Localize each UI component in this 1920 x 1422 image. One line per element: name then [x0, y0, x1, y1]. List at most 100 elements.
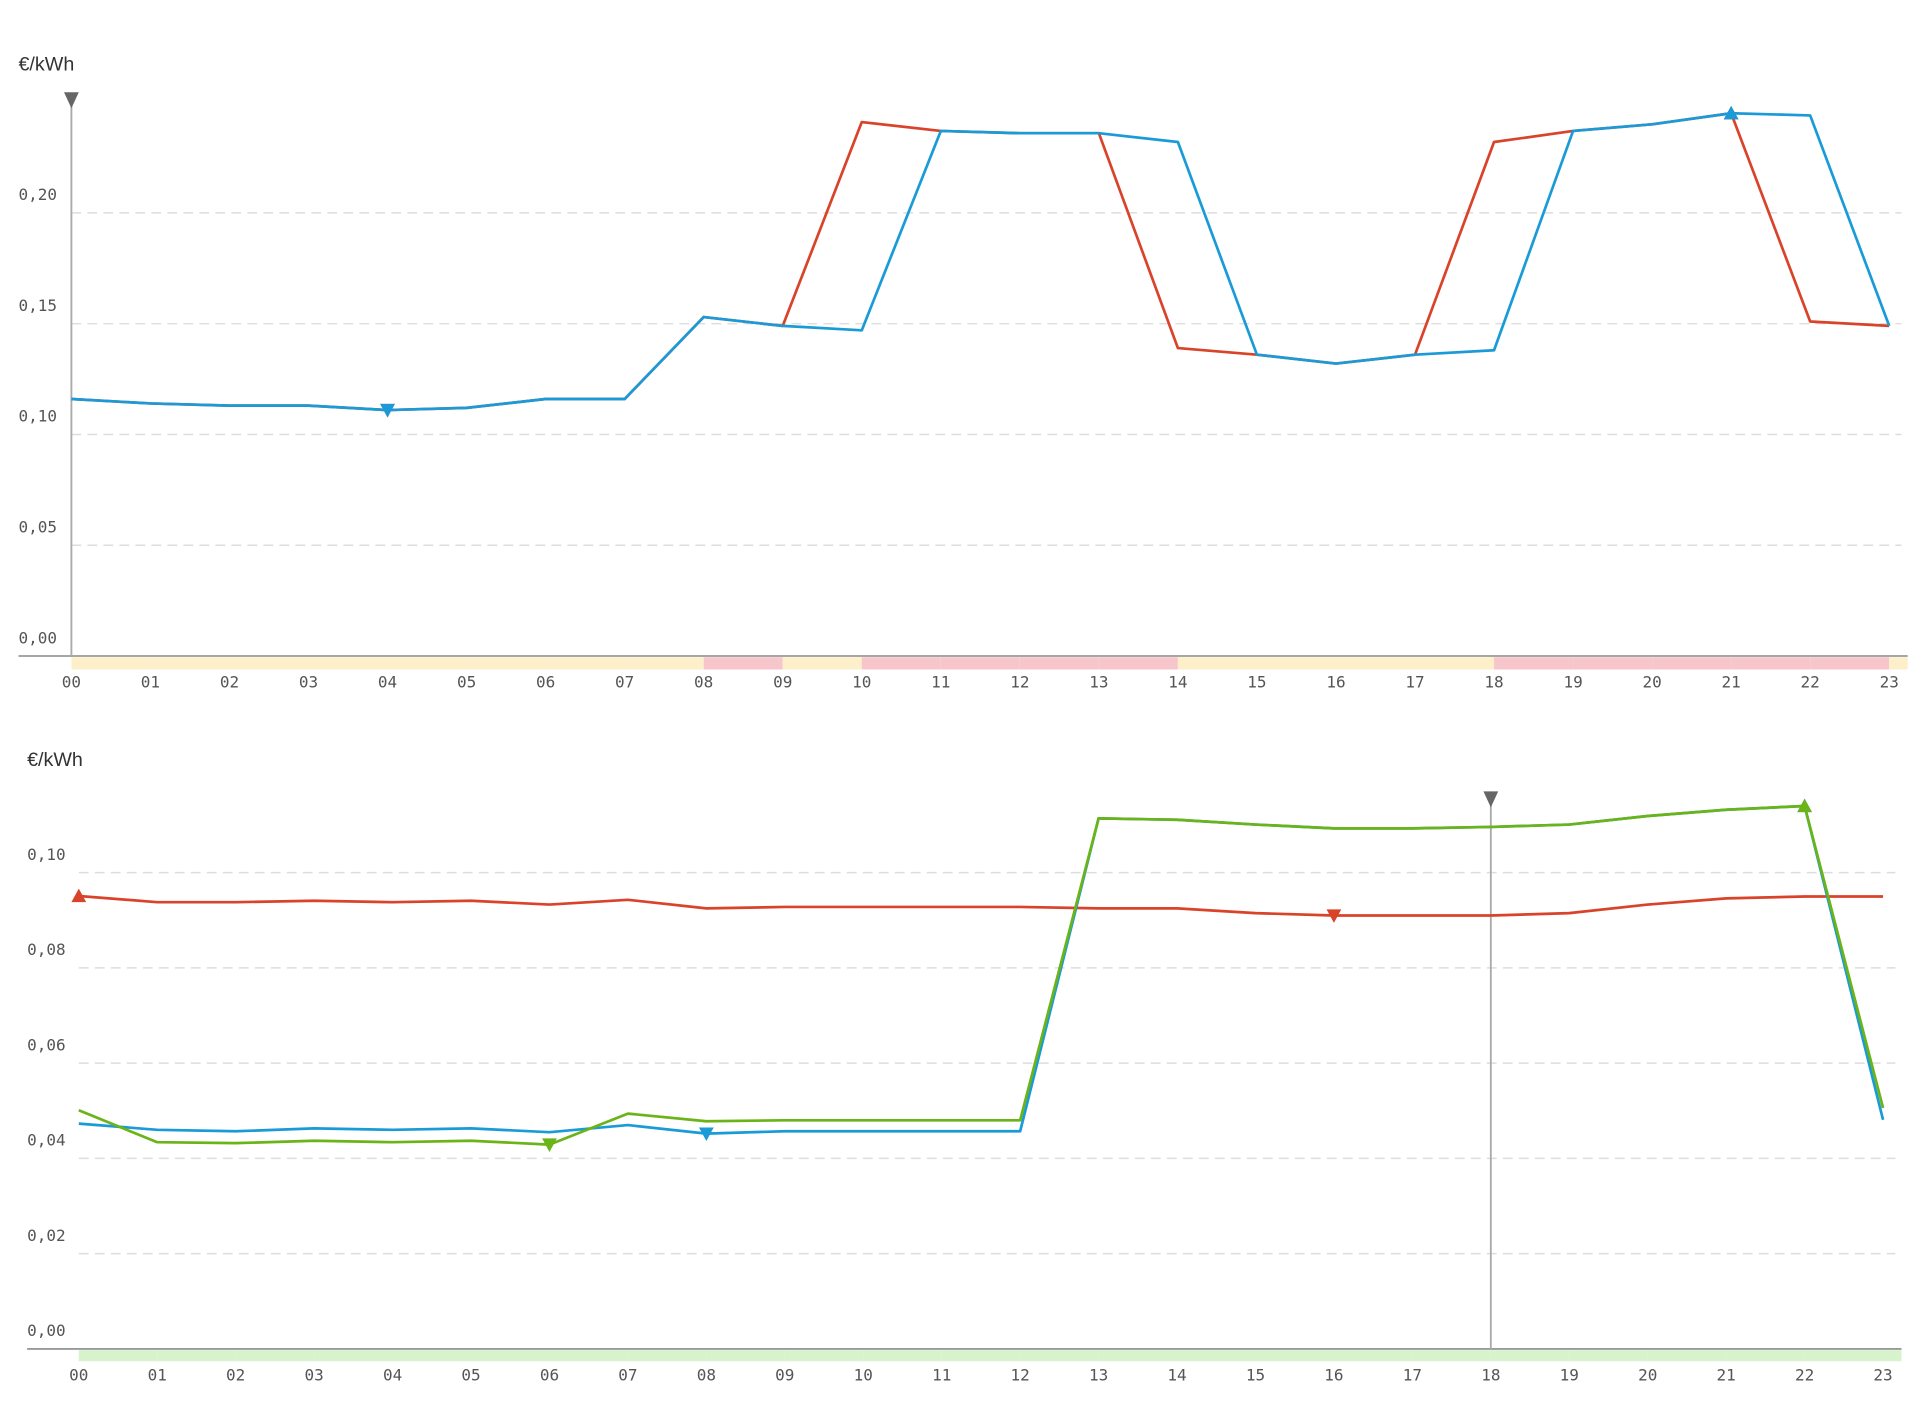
period-band	[229, 657, 309, 670]
x-tick-label: 07	[618, 1365, 637, 1384]
period-band	[157, 1350, 236, 1362]
period-band	[1494, 657, 1574, 670]
period-band	[706, 1350, 785, 1362]
min-marker	[1326, 909, 1342, 923]
max-marker	[1723, 105, 1739, 120]
x-tick-label: 02	[226, 1365, 245, 1384]
y-tick-label: 0,04	[27, 1131, 66, 1150]
period-band	[1490, 1350, 1570, 1362]
period-band	[235, 1350, 315, 1362]
period-band	[1412, 1350, 1491, 1362]
x-tick-label: 11	[931, 673, 950, 692]
period-band	[624, 657, 704, 670]
x-tick-label: 18	[1481, 1365, 1500, 1384]
x-tick-label: 06	[540, 1365, 559, 1384]
x-tick-label: 21	[1722, 673, 1741, 692]
period-band	[78, 1350, 158, 1362]
x-tick-label: 16	[1324, 1365, 1343, 1384]
x-tick-label: 04	[383, 1365, 402, 1384]
x-tick-label: 00	[62, 673, 81, 692]
y-tick-label: 0,20	[18, 185, 57, 204]
x-tick-label: 15	[1246, 1365, 1265, 1384]
x-tick-label: 23	[1880, 673, 1899, 692]
period-band	[1177, 1350, 1256, 1362]
y-tick-label: 0,02	[27, 1226, 66, 1245]
y-tick-label: 0,00	[27, 1321, 66, 1340]
period-band	[1020, 1350, 1099, 1362]
period-band	[1177, 657, 1257, 670]
period-band	[466, 657, 546, 670]
period-band	[71, 657, 151, 670]
min-marker	[542, 1138, 557, 1152]
period-band	[627, 1350, 707, 1362]
period-band	[941, 1350, 1021, 1362]
period-band	[1333, 1350, 1413, 1362]
period-band	[1726, 1350, 1805, 1362]
period-band	[1573, 657, 1653, 670]
y-axis-unit: €/kWh	[27, 749, 83, 771]
period-band	[1810, 657, 1890, 670]
period-band	[545, 657, 625, 670]
x-tick-label: 22	[1795, 1365, 1814, 1384]
x-tick-label: 16	[1326, 673, 1345, 692]
x-tick-label: 05	[461, 1365, 480, 1384]
period-band	[549, 1350, 628, 1362]
x-tick-label: 06	[536, 673, 555, 692]
x-tick-label: 15	[1247, 673, 1266, 692]
x-tick-label: 18	[1484, 673, 1503, 692]
period-band	[1647, 1350, 1727, 1362]
price-line	[78, 804, 1885, 1135]
period-band	[1883, 1350, 1902, 1362]
period-band	[471, 1350, 550, 1362]
x-tick-label: 01	[148, 1365, 167, 1384]
x-tick-label: 10	[854, 1365, 873, 1384]
y-tick-label: 0,06	[27, 1035, 66, 1054]
x-tick-label: 09	[773, 673, 792, 692]
period-band	[1415, 657, 1495, 670]
period-band	[1731, 657, 1811, 670]
period-band	[150, 657, 230, 670]
period-band	[1335, 657, 1416, 670]
x-tick-label: 08	[697, 1365, 716, 1384]
x-tick-label: 12	[1011, 1365, 1030, 1384]
period-band	[1889, 657, 1908, 670]
period-band	[1652, 657, 1732, 670]
x-tick-label: 17	[1403, 1365, 1422, 1384]
x-tick-label: 22	[1801, 673, 1820, 692]
x-tick-label: 04	[378, 673, 397, 692]
period-band	[1255, 1350, 1334, 1362]
x-tick-label: 11	[932, 1365, 951, 1384]
price-line	[71, 111, 1891, 412]
x-tick-label: 08	[694, 673, 713, 692]
x-tick-label: 00	[69, 1365, 88, 1384]
y-tick-label: 0,00	[18, 628, 57, 647]
period-band	[392, 1350, 472, 1362]
x-tick-label: 14	[1167, 1365, 1186, 1384]
x-tick-label: 12	[1010, 673, 1029, 692]
x-tick-label: 03	[305, 1365, 324, 1384]
period-band	[782, 657, 862, 670]
period-band	[387, 657, 467, 670]
x-tick-label: 02	[220, 673, 239, 692]
period-band	[1098, 1350, 1178, 1362]
max-marker	[71, 888, 87, 903]
y-axis-unit: €/kWh	[18, 53, 74, 75]
period-band	[1804, 1350, 1884, 1362]
y-tick-label: 0,10	[27, 845, 66, 864]
period-band	[784, 1350, 864, 1362]
x-tick-label: 01	[141, 673, 160, 692]
x-tick-label: 13	[1089, 673, 1108, 692]
period-band	[308, 657, 388, 670]
period-band	[940, 657, 1020, 670]
x-tick-label: 14	[1168, 673, 1187, 692]
now-marker	[1483, 791, 1499, 808]
x-tick-label: 17	[1405, 673, 1424, 692]
x-tick-label: 13	[1089, 1365, 1108, 1384]
min-marker	[698, 1127, 714, 1142]
period-band	[863, 1350, 942, 1362]
y-tick-label: 0,08	[27, 940, 66, 959]
x-tick-label: 20	[1642, 673, 1661, 692]
x-tick-label: 19	[1560, 1365, 1579, 1384]
now-marker	[64, 92, 79, 109]
